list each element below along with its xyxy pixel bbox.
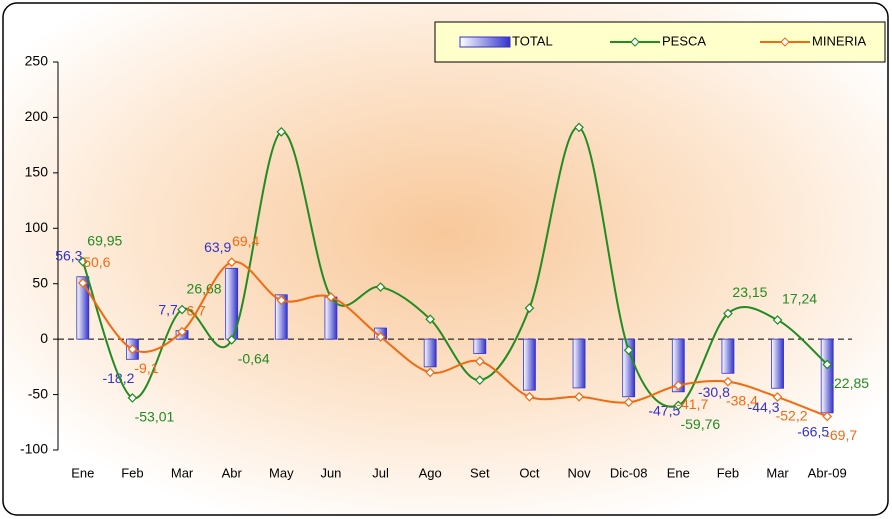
data-label: 56,3	[55, 247, 82, 263]
marker	[276, 126, 287, 137]
data-label: -41,7	[676, 396, 708, 412]
data-label: 69,95	[87, 232, 122, 248]
marker	[723, 376, 733, 387]
x-tick-label: Dic-08	[610, 465, 648, 480]
marker	[772, 315, 783, 325]
bar	[76, 276, 90, 340]
bar	[473, 338, 487, 354]
data-label: -52,2	[776, 408, 808, 424]
bar	[771, 338, 784, 389]
marker	[77, 256, 88, 267]
x-tick-label: Ene	[667, 465, 690, 480]
bar	[671, 338, 685, 393]
data-label: 50,6	[83, 254, 110, 270]
data-label: -9,1	[134, 360, 158, 376]
marker	[375, 332, 386, 342]
marker	[822, 411, 833, 422]
marker	[177, 326, 187, 337]
data-label: -44,3	[748, 399, 780, 415]
marker	[474, 375, 485, 386]
marker	[673, 380, 684, 391]
data-label: -30,8	[698, 384, 730, 400]
x-tick-label: Mar	[766, 465, 789, 480]
y-tick-label: -100	[20, 441, 48, 457]
marker	[226, 257, 237, 268]
data-label: 63,9	[204, 239, 231, 255]
bar	[721, 338, 735, 374]
y-tick-label: 150	[25, 164, 49, 180]
x-tick-label: Set	[470, 465, 490, 480]
line	[82, 260, 828, 418]
x-tick-label: Nov	[568, 465, 592, 480]
data-label: 69,4	[232, 233, 259, 249]
legend-marker	[630, 37, 640, 47]
x-tick-label: Oct	[519, 465, 540, 480]
marker	[127, 344, 138, 355]
bar	[572, 338, 586, 389]
y-tick-label: -50	[28, 385, 48, 401]
x-tick-label: Abr	[222, 465, 243, 480]
legend-label: TOTAL	[512, 33, 553, 48]
data-label: 7,7	[158, 301, 178, 317]
marker	[574, 391, 584, 402]
marker	[772, 392, 783, 402]
marker	[375, 282, 386, 292]
data-label: -69,7	[825, 427, 857, 443]
marker	[623, 397, 634, 408]
marker	[524, 391, 535, 402]
marker	[822, 359, 833, 370]
legend-swatch	[459, 36, 511, 48]
marker	[623, 345, 634, 356]
y-tick-label: 100	[25, 219, 49, 235]
data-label: -59,76	[680, 416, 720, 432]
data-label: -66,5	[797, 424, 829, 440]
legend-marker	[780, 37, 790, 47]
data-label: -22,85	[829, 375, 869, 391]
x-tick-label: Feb	[717, 465, 739, 480]
data-label: 26,68	[187, 280, 222, 296]
y-tick-label: 50	[32, 274, 48, 290]
y-tick-label: 0	[40, 330, 48, 346]
marker	[574, 122, 584, 133]
marker	[524, 303, 535, 313]
data-label: -38,4	[726, 392, 758, 408]
x-tick-label: Jun	[320, 465, 341, 480]
data-label: -0,64	[238, 351, 270, 367]
x-tick-label: Ago	[419, 465, 442, 480]
marker	[276, 295, 287, 306]
data-label: -53,01	[135, 409, 175, 425]
x-tick-label: Feb	[121, 465, 143, 480]
marker	[673, 400, 684, 411]
marker	[177, 304, 187, 315]
x-tick-label: Ene	[71, 465, 94, 480]
y-tick-label: 250	[25, 53, 49, 69]
x-tick-label: Abr-09	[808, 465, 847, 480]
marker	[226, 335, 237, 345]
bar	[523, 338, 536, 391]
marker	[723, 308, 733, 319]
marker	[77, 278, 88, 288]
marker	[425, 314, 436, 325]
bar	[423, 338, 437, 368]
marker	[425, 367, 436, 378]
legend-label: MINERIA	[812, 33, 867, 48]
marker	[326, 292, 336, 302]
x-tick-label: May	[269, 465, 294, 480]
marker	[127, 393, 138, 403]
y-tick-label: 200	[25, 108, 49, 124]
bar	[274, 294, 288, 340]
data-label: 23,15	[732, 284, 767, 300]
x-tick-label: Jul	[372, 465, 389, 480]
data-label: 17,24	[782, 291, 817, 307]
legend-label: PESCA	[662, 33, 706, 48]
data-label: 6,7	[186, 302, 206, 318]
x-tick-label: Mar	[171, 465, 194, 480]
marker	[474, 356, 485, 367]
